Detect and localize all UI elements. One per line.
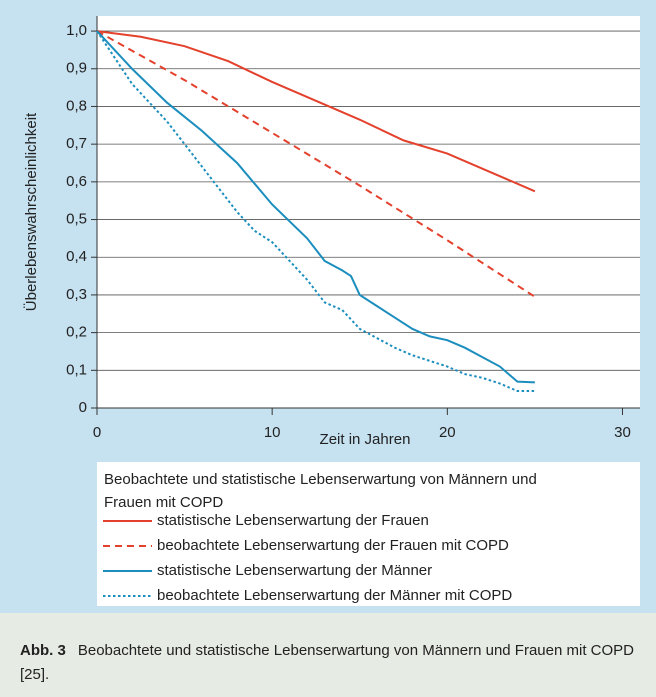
legend-title: Beobachtete und statistische Lebenserwar… bbox=[104, 471, 537, 488]
y-tick-label: 0,7 bbox=[66, 135, 87, 152]
y-tick-label: 0,9 bbox=[66, 60, 87, 77]
x-tick-label: 10 bbox=[264, 424, 281, 441]
legend-label: beobachtete Lebenserwartung der Männer m… bbox=[157, 587, 512, 604]
series-line bbox=[96, 30, 535, 393]
x-axis-label: Zeit in Jahren bbox=[320, 431, 411, 448]
x-tick-label: 20 bbox=[439, 424, 456, 441]
legend-label: statistische Lebenserwartung der Frauen bbox=[157, 512, 429, 529]
y-tick-label: 0,2 bbox=[66, 324, 87, 341]
plot-area bbox=[97, 16, 640, 408]
caption-label: Abb. 3 bbox=[20, 642, 66, 659]
y-tick-label: 0,3 bbox=[66, 286, 87, 303]
caption: Abb. 3 Beobachtete und statistische Leben… bbox=[0, 613, 656, 697]
y-tick-label: 0 bbox=[79, 399, 87, 416]
y-tick-label: 0,5 bbox=[66, 211, 87, 228]
x-tick-label: 30 bbox=[614, 424, 631, 441]
x-tick-label: 0 bbox=[93, 424, 101, 441]
y-tick-label: 0,6 bbox=[66, 173, 87, 190]
series-line bbox=[96, 30, 536, 298]
series-line bbox=[96, 30, 535, 384]
y-tick-label: 0,8 bbox=[66, 97, 87, 114]
legend-box bbox=[97, 462, 640, 606]
y-axis-label: Überlebenswahrscheinlichkeit bbox=[22, 112, 40, 311]
legend-label: beobachtete Lebenserwartung der Frauen m… bbox=[157, 537, 509, 554]
y-tick-label: 0,4 bbox=[66, 248, 87, 265]
series-line bbox=[96, 30, 536, 193]
caption-text: Beobachtete und statistische Lebenserwar… bbox=[20, 642, 634, 683]
y-tick-label: 1,0 bbox=[66, 22, 87, 39]
y-tick-label: 0,1 bbox=[66, 361, 87, 378]
chart: Zeit in Jahren Überlebenswahrscheinlichk… bbox=[0, 0, 656, 613]
legend-title: Frauen mit COPD bbox=[104, 494, 223, 511]
legend-label: statistische Lebenserwartung der Männer bbox=[157, 562, 432, 579]
